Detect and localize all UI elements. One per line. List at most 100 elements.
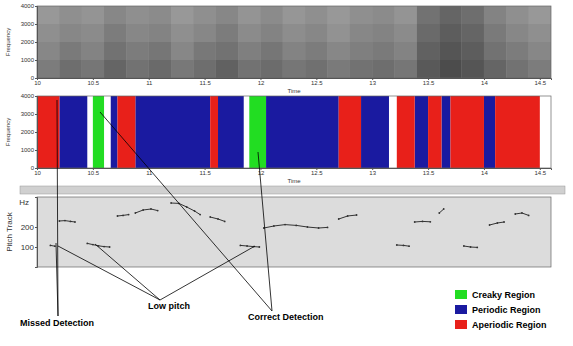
spectrogram-cell (37, 42, 59, 60)
spectrogram-cell (37, 24, 59, 42)
pitch-point (74, 221, 76, 223)
pitch-point (109, 246, 111, 248)
y-axis-line (35, 198, 38, 268)
spectrogram-cell (149, 6, 171, 24)
tick-label: 1000 (21, 147, 35, 153)
tick-mark (35, 42, 37, 43)
tick-label: 11.5 (199, 170, 211, 176)
y-axis-title: Frequency (5, 28, 11, 56)
tick-label: 4000 (21, 93, 35, 99)
spectrogram-cell (37, 60, 59, 78)
panel: 1010.51111.51212.51313.51414.50100020003… (5, 93, 552, 184)
marks (37, 6, 551, 78)
spectrogram-cell (328, 6, 350, 24)
tick-label: 12.5 (311, 80, 323, 86)
tick-label: 1000 (21, 57, 35, 63)
spectrogram-cell (484, 42, 506, 60)
pitch-point (443, 208, 445, 210)
pitch-point (463, 245, 465, 247)
spectrogram-cell (529, 42, 551, 60)
region (37, 96, 59, 168)
tick-label: 13 (369, 80, 376, 86)
region (111, 96, 118, 168)
tick-label: 10 (34, 170, 41, 176)
pitch-point (414, 221, 416, 223)
pitch-point (258, 246, 260, 248)
pitch-point (356, 214, 358, 216)
spectrogram-cell (216, 60, 238, 78)
region (339, 96, 361, 168)
tick-label: 14.5 (534, 80, 546, 86)
tick: 14.5 (534, 168, 546, 176)
spectrogram-cell (59, 24, 81, 42)
region (361, 96, 389, 168)
panel: 1010.51111.51212.51313.51414.50100020003… (5, 3, 552, 94)
spectrogram-cell (82, 60, 104, 78)
legend: Creaky RegionPeriodic RegionAperiodic Re… (455, 290, 547, 330)
spectrogram-cell (372, 24, 394, 42)
tick-label: 12 (258, 170, 265, 176)
tick-label: 11 (146, 80, 153, 86)
annotation-pointer (56, 243, 58, 316)
spectrogram-cell (462, 42, 484, 60)
annotation-pointer (95, 244, 160, 300)
tick: 1000 (21, 147, 37, 153)
tick: 12 (258, 168, 265, 176)
annotation: Low pitch (148, 301, 190, 311)
tick-label: 12 (258, 80, 265, 86)
spectrogram-cell (104, 60, 126, 78)
tick-mark (35, 24, 37, 25)
marks (50, 202, 530, 248)
tick: 12.5 (311, 78, 323, 86)
pitch-point (489, 224, 491, 226)
pitch-point (470, 246, 472, 248)
pitch-point (194, 210, 196, 212)
x-axis: 1010.51111.51212.51313.51414.5 (34, 168, 551, 176)
spectrogram-cell (193, 42, 215, 60)
x-axis-line (38, 169, 552, 171)
annotation-pointer (160, 246, 255, 300)
spectrogram-cell (417, 24, 439, 42)
tick-label: 10.5 (88, 80, 100, 86)
spectrogram-cell (372, 42, 394, 60)
spectrogram-cell (439, 24, 461, 42)
tick-label: 14 (481, 80, 488, 86)
tick: 13 (369, 168, 376, 176)
annotation: Missed Detection (20, 318, 94, 328)
tick: 11.5 (199, 78, 211, 86)
spectrogram-cell (82, 42, 104, 60)
spectrogram-cell (462, 60, 484, 78)
spectrogram-cell (82, 24, 104, 42)
pitch-point (246, 245, 248, 247)
spectrogram-cell (193, 60, 215, 78)
pitch-point (186, 206, 188, 208)
pitch-point (338, 218, 340, 220)
spectrogram-cell (462, 24, 484, 42)
spectrogram-cell (328, 42, 350, 60)
pitch-point (217, 218, 219, 220)
tick: 12 (258, 78, 265, 86)
region (249, 96, 266, 168)
tick-label: 100 (21, 243, 35, 252)
plot-frame (37, 197, 551, 267)
spectrogram-cell (149, 42, 171, 60)
tick-mark (35, 132, 37, 133)
tick-mark (35, 78, 37, 79)
pitch-point (307, 226, 309, 228)
pitch-point (347, 215, 349, 217)
legend-label: Aperiodic Region (472, 320, 547, 330)
spectrogram-cell (506, 42, 528, 60)
pitch-point (503, 221, 505, 223)
tick-mark (35, 96, 37, 97)
pitch-point (318, 227, 320, 229)
spectrogram-cell (462, 6, 484, 24)
tick-label: 11.5 (199, 80, 211, 86)
region (415, 96, 428, 168)
spectrogram-cell (417, 42, 439, 60)
spectrogram-cell (104, 6, 126, 24)
y-axis: 01000200030004000 (21, 93, 38, 171)
spectrogram-cell (439, 6, 461, 24)
tick-label: 13.5 (423, 170, 435, 176)
spectrogram-cell (126, 6, 148, 24)
region (210, 96, 218, 168)
